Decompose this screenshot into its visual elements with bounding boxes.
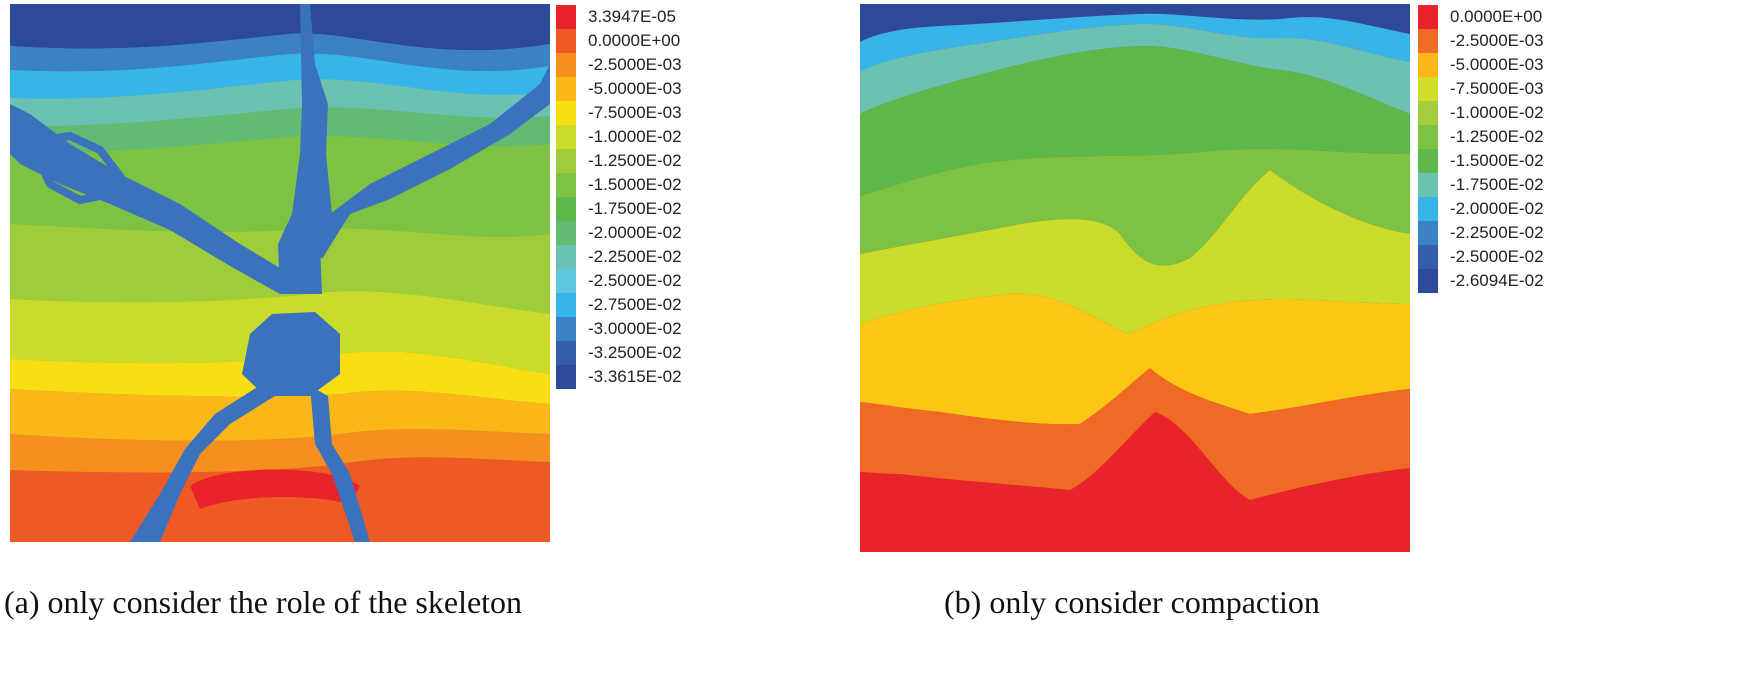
legend-swatch bbox=[556, 197, 576, 221]
legend-swatch bbox=[1418, 29, 1438, 53]
caption-b: (b) only consider compaction bbox=[944, 584, 1320, 620]
legend-label: 3.3947E-05 bbox=[588, 7, 676, 26]
legend-label: -1.2500E-02 bbox=[588, 151, 682, 170]
legend-label: -2.0000E-02 bbox=[1450, 199, 1544, 218]
legend-swatch bbox=[1418, 149, 1438, 173]
legend-label: -2.6094E-02 bbox=[1450, 271, 1544, 290]
legend-label: -2.7500E-02 bbox=[588, 295, 682, 314]
band bbox=[10, 389, 550, 441]
band bbox=[10, 4, 550, 51]
legend-swatch bbox=[556, 29, 576, 53]
legend-label: -1.5000E-02 bbox=[1450, 151, 1544, 170]
legend-swatch bbox=[556, 173, 576, 197]
contour-plot-skeleton bbox=[10, 4, 550, 542]
legend-swatch bbox=[556, 269, 576, 293]
band bbox=[860, 45, 1410, 197]
legend-label: -2.5000E-02 bbox=[1450, 247, 1544, 266]
band bbox=[10, 107, 550, 154]
legend-swatch bbox=[556, 365, 576, 389]
legend-label: -2.5000E-02 bbox=[588, 271, 682, 290]
legend-swatch bbox=[1418, 125, 1438, 149]
skeleton-branch-right bbox=[310, 64, 550, 259]
legend-label: -2.5000E-03 bbox=[1450, 31, 1544, 50]
legend-swatch bbox=[556, 341, 576, 365]
legend-swatch bbox=[1418, 197, 1438, 221]
legend-label: -2.2500E-02 bbox=[588, 247, 682, 266]
band bbox=[860, 148, 1410, 266]
band bbox=[860, 293, 1410, 425]
legend-swatch bbox=[556, 293, 576, 317]
legend-swatch bbox=[556, 245, 576, 269]
legend-label: -7.5000E-03 bbox=[588, 103, 682, 122]
band bbox=[860, 13, 1410, 72]
legend-label: -2.0000E-02 bbox=[588, 223, 682, 242]
legend-swatch bbox=[1418, 101, 1438, 125]
legend-swatch bbox=[1418, 53, 1438, 77]
legend-swatch bbox=[1418, 245, 1438, 269]
legend-swatch bbox=[556, 77, 576, 101]
band bbox=[860, 368, 1410, 500]
legend-swatch bbox=[556, 149, 576, 173]
contour-plot-compaction bbox=[860, 4, 1410, 552]
legend-label: -1.0000E-02 bbox=[588, 127, 682, 146]
band bbox=[10, 33, 550, 72]
band bbox=[10, 53, 550, 99]
legend-swatch bbox=[556, 5, 576, 29]
band bbox=[860, 170, 1410, 334]
legend-label: -2.2500E-02 bbox=[1450, 223, 1544, 242]
skeleton-network bbox=[10, 4, 550, 542]
legend-label: -1.7500E-02 bbox=[1450, 175, 1544, 194]
legend-label: -2.5000E-03 bbox=[588, 55, 682, 74]
panel-a: 3.3947E-05 0.0000E+00 -2.5000E-03 -5.0000E-… bbox=[0, 0, 870, 696]
legend-label: -1.0000E-02 bbox=[1450, 103, 1544, 122]
legend-label: -1.2500E-02 bbox=[1450, 127, 1544, 146]
band bbox=[10, 79, 550, 127]
legend-swatch bbox=[556, 101, 576, 125]
skeleton-branch-vertical bbox=[278, 4, 332, 294]
caption-a: (a) only consider the role of the skelet… bbox=[4, 584, 523, 620]
legend-swatch bbox=[1418, 5, 1438, 29]
legend-label: -1.7500E-02 bbox=[588, 199, 682, 218]
legend-swatch bbox=[556, 53, 576, 77]
contour-bands bbox=[860, 4, 1410, 552]
skeleton-branch-lower-left bbox=[130, 384, 278, 542]
legend-swatch bbox=[1418, 269, 1438, 293]
legend-label: 0.0000E+00 bbox=[1450, 7, 1543, 26]
legend-label: -5.0000E-03 bbox=[588, 79, 682, 98]
legend-swatch bbox=[556, 221, 576, 245]
legend-swatch bbox=[556, 125, 576, 149]
legend-label: -3.2500E-02 bbox=[588, 343, 682, 362]
skeleton-branch-left bbox=[10, 104, 290, 294]
legend-label: 0.0000E+00 bbox=[588, 31, 681, 50]
legend-swatch bbox=[1418, 77, 1438, 101]
skeleton-loop bbox=[24, 131, 125, 205]
band bbox=[860, 4, 1410, 42]
legend-swatch bbox=[1418, 173, 1438, 197]
legend-label: -7.5000E-03 bbox=[1450, 79, 1544, 98]
skeleton-node-center bbox=[242, 312, 340, 396]
band bbox=[860, 23, 1410, 114]
band bbox=[10, 429, 550, 473]
legend-swatch bbox=[556, 317, 576, 341]
legend-label: -1.5000E-02 bbox=[588, 175, 682, 194]
legend-label: -3.3615E-02 bbox=[588, 367, 682, 386]
legend-label: -3.0000E-02 bbox=[588, 319, 682, 338]
skeleton-branch-lower-right bbox=[310, 386, 370, 542]
legend-label: -5.0000E-03 bbox=[1450, 55, 1544, 74]
legend-swatch bbox=[1418, 221, 1438, 245]
band bbox=[190, 469, 360, 509]
